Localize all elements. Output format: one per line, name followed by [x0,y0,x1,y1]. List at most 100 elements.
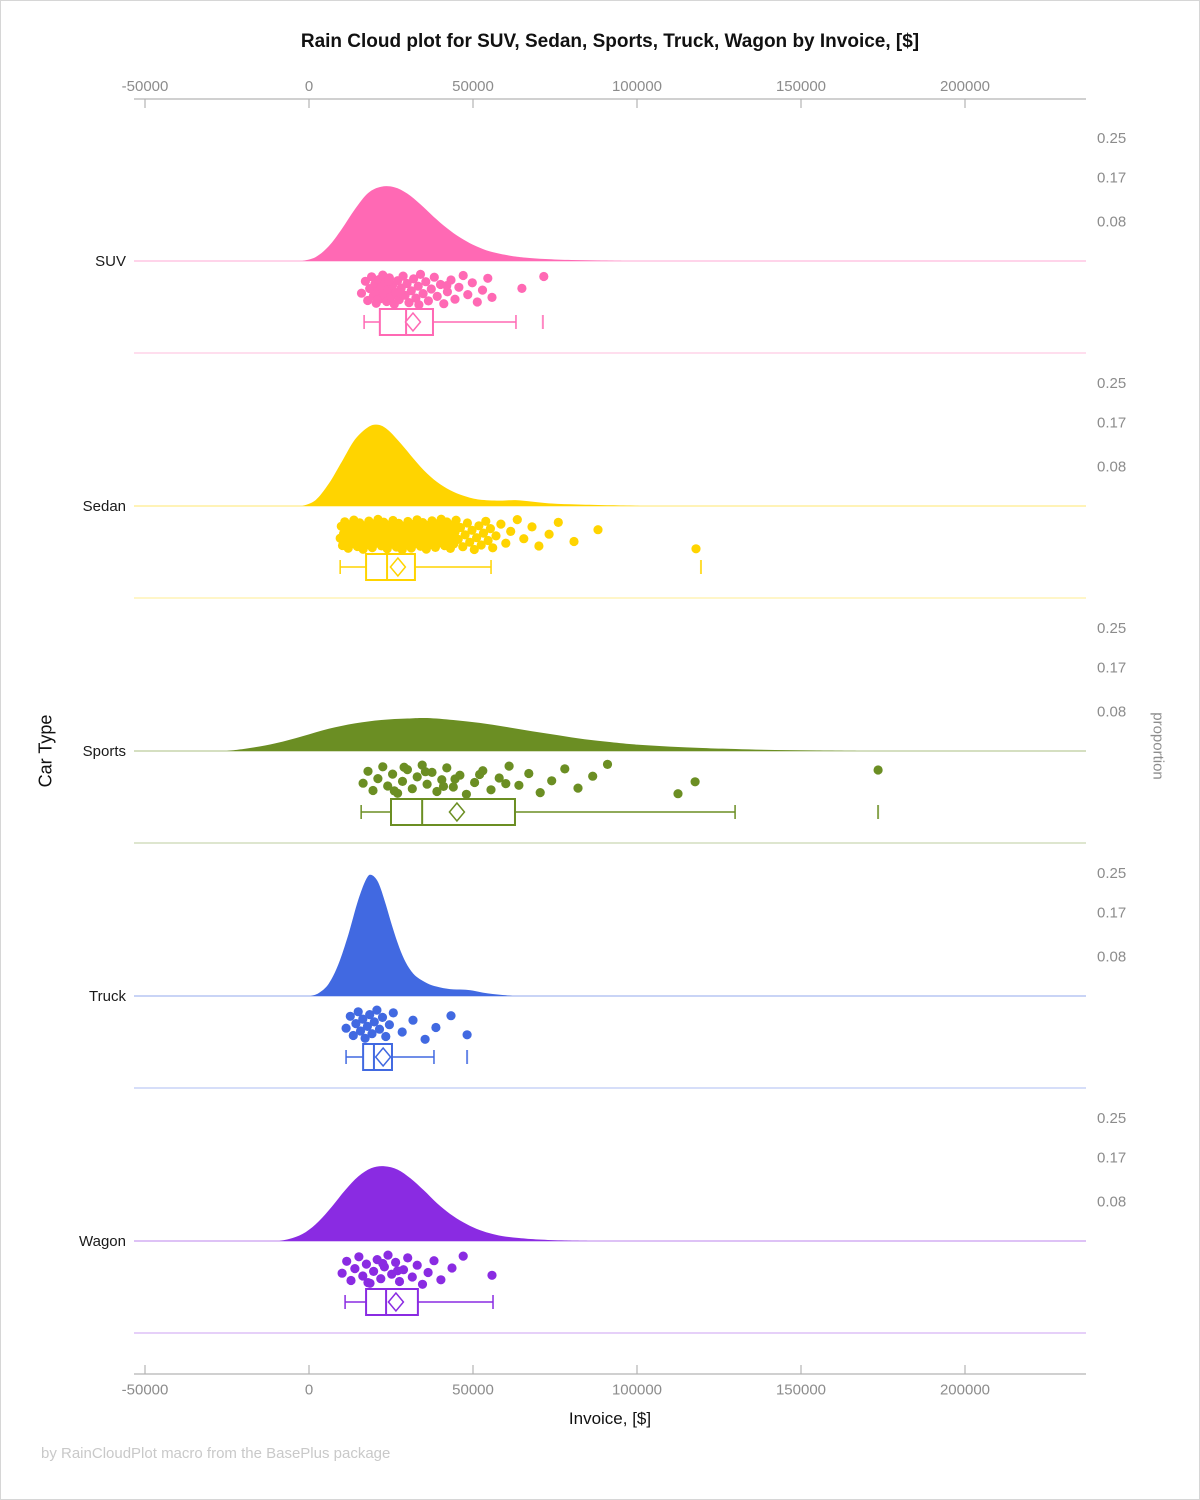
axis-tick-label: 50000 [452,1381,494,1398]
category-label: Sedan [83,498,126,515]
iqr-box [365,1288,419,1316]
scatter-point [462,1030,472,1040]
proportion-tick-label: 0.25 [1097,375,1126,392]
chart-title: Rain Cloud plot for SUV, Sedan, Sports, … [300,31,920,52]
scatter-point [481,516,491,526]
scatter-point [517,283,527,293]
axis-tick-label: 0 [305,78,313,95]
axis-tick-label: -50000 [122,1381,169,1398]
scatter-point [358,1271,368,1281]
scatter-point [454,282,464,292]
scatter-point [450,774,460,784]
scatter-point [474,521,484,531]
scatter-point [588,771,598,781]
scatter-point [478,528,489,538]
scatter-point [417,1279,428,1289]
scatter-point [467,525,477,535]
x-axis-label-invoice: Invoice, [$] [568,1409,652,1428]
scatter-point [569,536,579,547]
scatter-point [463,290,473,300]
mean-diamond [387,1291,405,1313]
scatter-point [501,538,511,548]
proportion-tick-label: 0.25 [1097,130,1126,147]
scatter-point [376,1274,386,1284]
density-cloud [310,874,513,996]
series-truck: 0.25 0.17 0.08 Truck [89,865,1126,1089]
box-plot [345,1043,469,1071]
proportion-tick-label: 0.08 [1097,949,1126,966]
proportion-tick-label: 0.08 [1097,214,1126,231]
scatter-point [504,761,514,771]
scatter-point [403,1253,413,1263]
scatter-point [353,1007,363,1017]
scatter-point [491,531,501,541]
scatter-point [573,783,583,793]
scatter-point [412,772,422,782]
scatter-point [384,1020,394,1030]
mean-diamond [448,801,466,823]
scatter-point [472,297,482,307]
scatter-points [341,1005,472,1044]
scatter-point [873,765,883,775]
scatter-point [602,759,613,770]
scatter-point [442,763,452,773]
proportion-tick-label: 0.17 [1097,659,1126,676]
scatter-point [384,276,394,286]
scatter-point [467,278,477,288]
scatter-point [547,776,557,786]
scatter-point [402,278,412,289]
axis-tick-label: 150000 [776,78,826,95]
scatter-point [398,271,408,281]
scatter-point [453,534,463,545]
scatter-point [342,1256,352,1266]
scatter-point [412,1260,422,1270]
proportion-tick-label: 0.25 [1097,1110,1126,1127]
proportion-tick-label: 0.25 [1097,865,1126,882]
density-cloud [302,424,644,506]
scatter-point [418,289,428,299]
scatter-point [346,1275,356,1286]
scatter-point [488,543,498,553]
proportion-tick-label: 0.25 [1097,620,1126,637]
scatter-point [409,274,419,284]
category-label: SUV [95,253,126,270]
scatter-point [485,524,495,534]
scatter-point [407,1272,417,1282]
scatter-points [337,1250,497,1289]
scatter-point [460,530,470,540]
scatter-point [527,522,537,532]
scatter-point [477,285,488,295]
scatter-point [360,1033,370,1043]
scatter-point [458,1251,468,1261]
scatter-point [458,270,468,281]
scatter-point [345,1011,355,1021]
scatter-point [374,1024,385,1034]
scatter-points [335,514,701,555]
box-plot [360,798,880,826]
scatter-point [673,789,683,799]
scatter-point [436,1275,446,1285]
scatter-point [408,1015,418,1025]
axis-tick-label: 200000 [940,1381,990,1398]
scatter-point [501,779,511,789]
scatter-point [373,774,383,784]
scatter-point [367,272,377,282]
scatter-point [367,1029,377,1039]
scatter-point [514,780,524,790]
series-sports: 0.25 0.17 0.08 Sports [83,620,1126,844]
scatter-point [389,786,399,796]
scatter-point [519,534,529,544]
scatter-point [350,1264,360,1274]
axis-tick-label: 50000 [452,78,494,95]
scatter-point [395,288,405,298]
scatter-point [483,535,493,546]
scatter-point [462,518,472,528]
scatter-point [431,1022,441,1033]
scatter-point [369,1017,379,1027]
scatter-point [593,525,603,535]
scatter-point [363,766,373,776]
density-cloud [302,186,624,261]
scatter-point [422,779,432,789]
x-axis-top: -50000 0 50000 100000 150000 200000 [122,78,1086,108]
scatter-point [553,517,563,528]
